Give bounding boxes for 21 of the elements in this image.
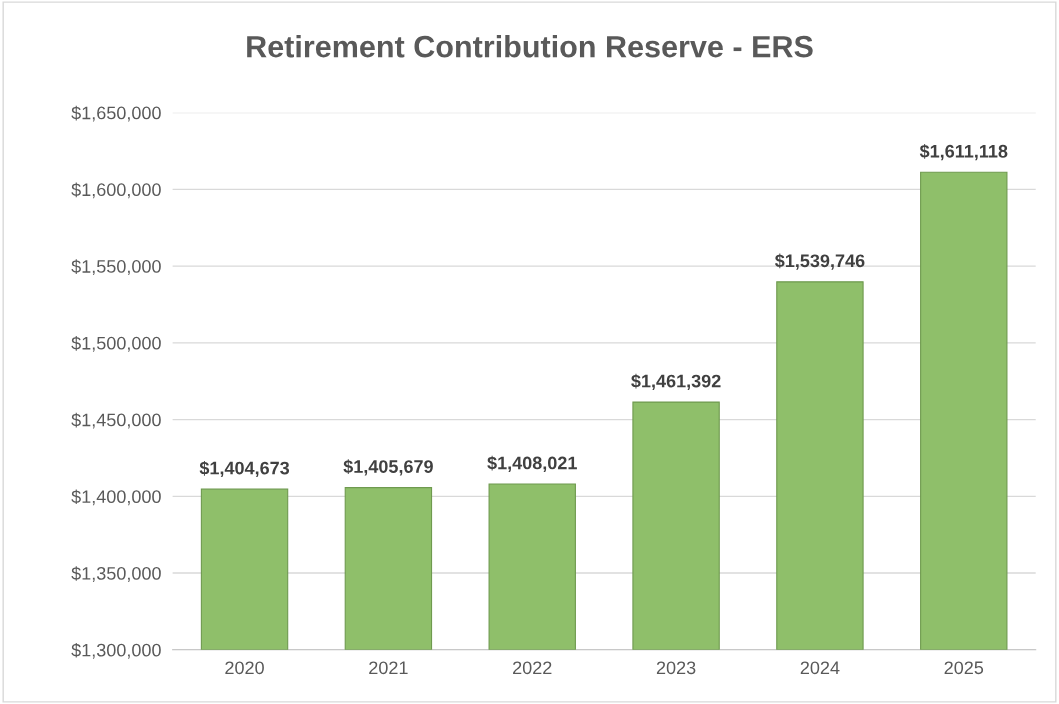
y-tick-label: $1,450,000: [71, 412, 161, 429]
data-label: $1,404,673: [199, 460, 290, 478]
data-label: $1,539,746: [774, 253, 865, 270]
y-tick-label: $1,350,000: [71, 566, 161, 582]
x-tick-label: 2021: [369, 661, 408, 675]
x-tick-label: 2020: [225, 661, 264, 675]
x-tick-label: 2022: [513, 661, 552, 675]
data-label: $1,611,118: [919, 144, 1008, 161]
chart-title: Retirement Contribution Reserve - ERS: [247, 35, 813, 58]
data-label: $1,405,679: [343, 459, 433, 476]
y-tick-label: $1,600,000: [71, 182, 161, 199]
y-tick-label: $1,500,000: [71, 336, 161, 352]
data-label: $1,461,392: [631, 373, 721, 391]
y-tick-label: $1,550,000: [71, 259, 161, 275]
data-label: $1,408,021: [487, 455, 577, 472]
x-tick-label: 2024: [800, 661, 840, 675]
x-tick-label: 2023: [656, 661, 696, 675]
y-tick-label: $1,300,000: [71, 642, 161, 659]
y-tick-label: $1,400,000: [71, 489, 161, 506]
y-tick-label: $1,650,000: [71, 105, 161, 122]
x-tick-label: 2025: [944, 661, 984, 675]
